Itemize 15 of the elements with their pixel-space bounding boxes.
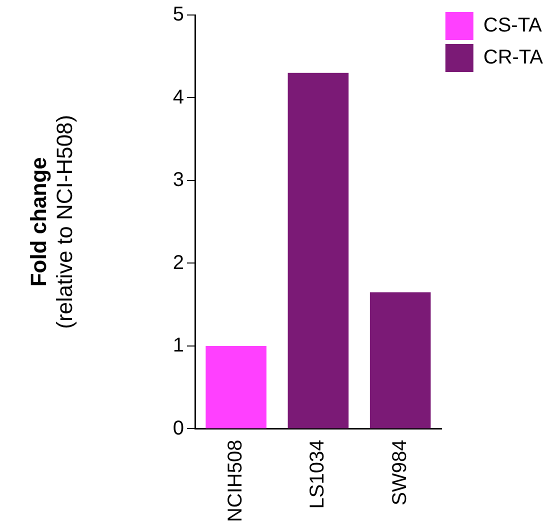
y-tick-label: 3 <box>172 169 184 192</box>
bar <box>288 72 349 428</box>
y-tick-label: 0 <box>172 417 184 440</box>
bar <box>370 292 431 428</box>
x-tick-label: LS1034 <box>306 440 329 509</box>
y-axis-title: Fold change (relative to NCI-H508) <box>26 114 78 329</box>
x-tick-label: SW984 <box>388 440 411 506</box>
legend-label: CS-TA <box>483 14 543 37</box>
y-tick-label: 5 <box>172 4 184 26</box>
legend-label: CR-TA <box>483 46 544 69</box>
y-tick-label: 4 <box>172 86 184 108</box>
bar <box>206 346 266 428</box>
y-tick-label: 2 <box>172 252 184 274</box>
y-tick-label: 1 <box>172 334 184 357</box>
x-tick-label: NCIH508 <box>224 440 247 522</box>
